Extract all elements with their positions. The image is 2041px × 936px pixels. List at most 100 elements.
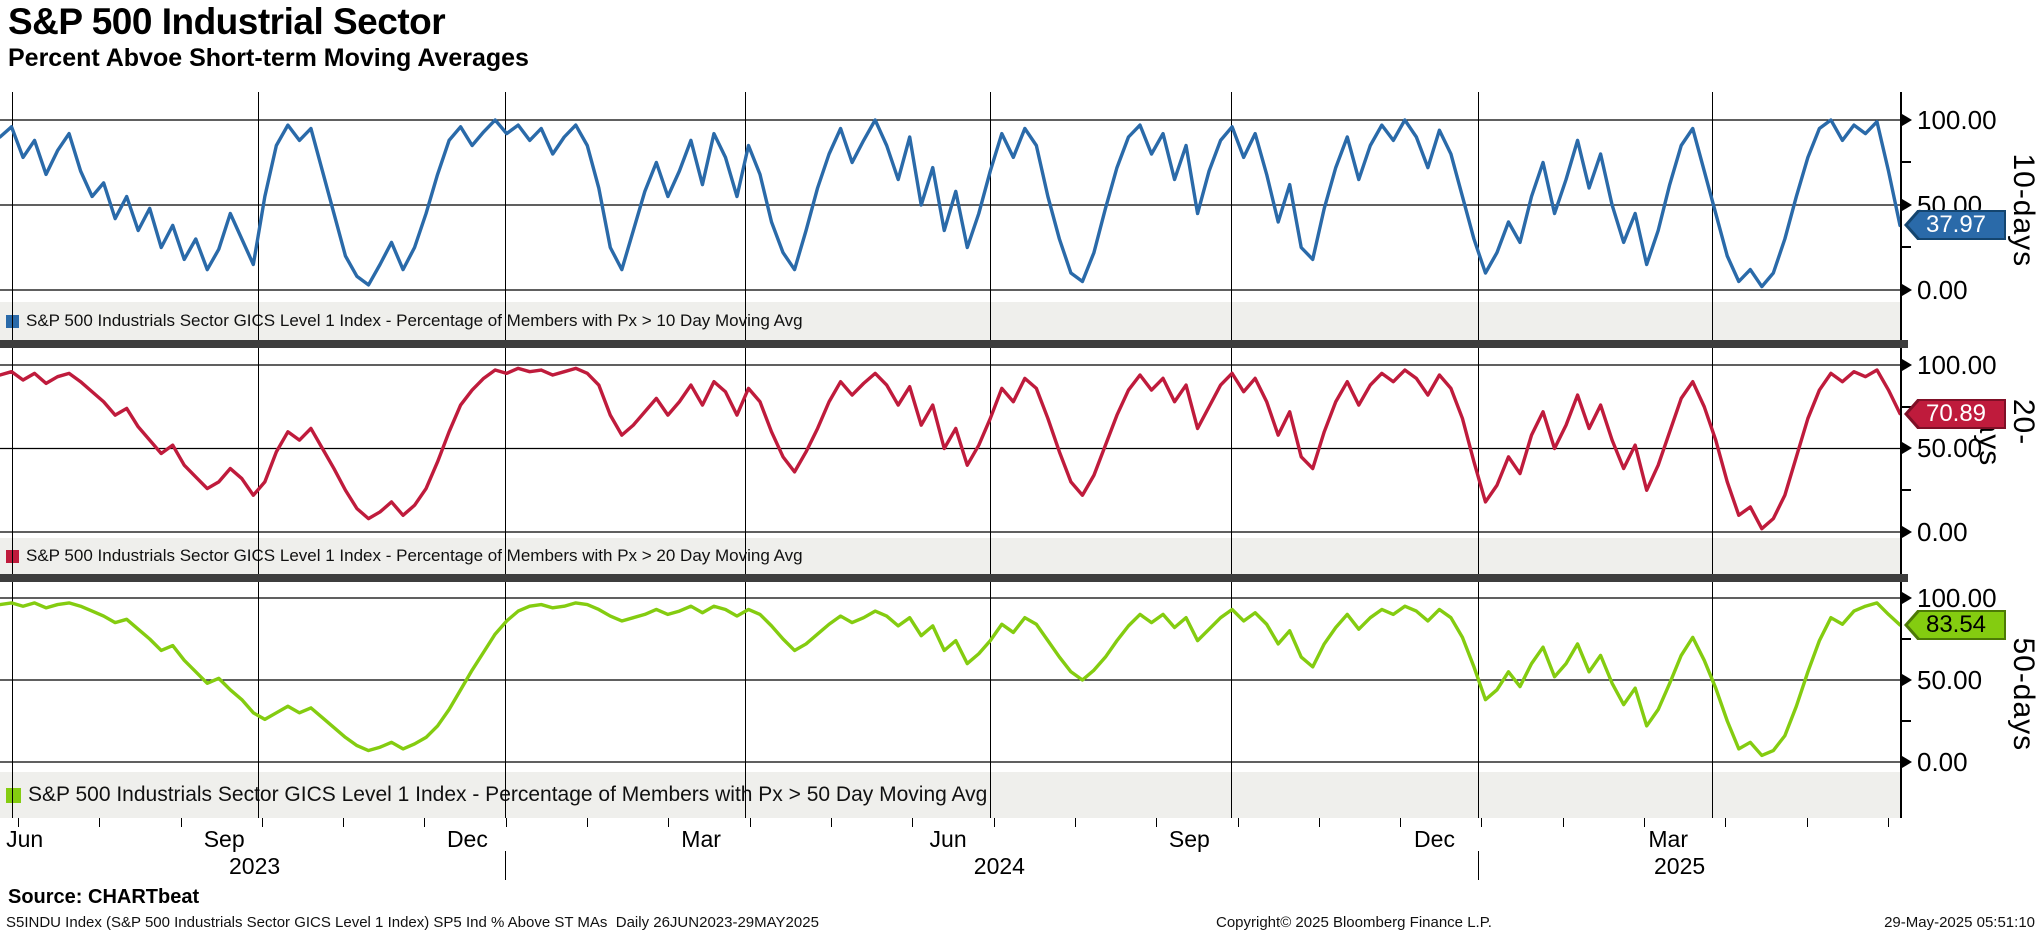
y-minor-tick: [1902, 720, 1911, 722]
legend-label-20-days: S&P 500 Industrials Sector GICS Level 1 …: [26, 546, 803, 565]
axis-arrow-icon: [1902, 442, 1912, 454]
panel-separator: [0, 574, 1908, 582]
vertical-gridline: [1711, 92, 1713, 340]
axis-arrow-icon: [1902, 284, 1912, 296]
left-spine: [12, 92, 13, 340]
legend-50-days: S&P 500 Industrials Sector GICS Level 1 …: [0, 772, 1900, 818]
x-tick: [99, 818, 101, 827]
x-tick: [1237, 818, 1239, 827]
last-value-badge-50-days: 83.54: [1904, 610, 2006, 640]
badge-value: 37.97: [1908, 212, 2004, 238]
y-minor-tick: [1902, 489, 1911, 491]
vertical-gridline: [505, 582, 507, 818]
y-minor-tick: [1902, 406, 1911, 408]
vertical-gridline: [1478, 582, 1480, 818]
x-tick: [180, 818, 182, 827]
vertical-gridline: [989, 582, 991, 818]
x-tick: [668, 818, 670, 827]
last-value-badge-10-days: 37.97: [1904, 210, 2006, 240]
y-tick-50: 50.00: [1917, 665, 1983, 695]
legend-20-days: S&P 500 Industrials Sector GICS Level 1 …: [0, 538, 1900, 574]
footer-bar: S5INDU Index (S&P 500 Industrials Sector…: [0, 912, 2041, 936]
y-minor-tick: [1902, 246, 1911, 248]
vertical-gridline: [1711, 348, 1713, 574]
y-minor-tick: [1902, 638, 1911, 640]
axis-arrow-icon: [1902, 114, 1912, 126]
x-tick: [1887, 818, 1889, 827]
vertical-gridline: [258, 92, 260, 340]
panel-side-label-10-days: 10-days: [2007, 153, 2040, 268]
source-label: Source: CHARTbeat: [8, 886, 200, 908]
axis-arrow-icon: [1902, 199, 1912, 211]
x-year-label: 2024: [973, 853, 1025, 879]
y-axis-20-days: 100.00 50.00 0.00 70.89 20-days: [1900, 348, 2041, 574]
x-tick: [831, 818, 832, 827]
axis-arrow-icon: [1902, 756, 1912, 768]
x-tick: [424, 818, 426, 827]
y-tick-0: 0.00: [1917, 275, 1968, 305]
year-divider: [505, 851, 507, 880]
vertical-gridline: [744, 582, 746, 818]
vertical-gridline: [505, 92, 507, 340]
y-axis-10-days: 100.00 50.00 0.00 37.97 10-days: [1900, 92, 2041, 340]
axis-arrow-icon: [1902, 592, 1912, 604]
x-year-label: 2023: [229, 853, 281, 879]
plot-area-10-days: S&P 500 Industrials Sector GICS Level 1 …: [0, 92, 1900, 340]
x-month-label: Dec: [1414, 826, 1455, 852]
vertical-gridline: [505, 348, 507, 574]
vertical-gridline: [989, 348, 991, 574]
vertical-gridline: [1231, 348, 1233, 574]
line-chart-20-days: [0, 348, 1900, 538]
panel-side-label-50-days: 50-days: [2007, 637, 2040, 752]
badge-value: 83.54: [1908, 612, 2004, 638]
y-tick-100: 100.00: [1917, 105, 1997, 135]
year-divider: [1478, 851, 1480, 880]
x-tick: [343, 818, 345, 827]
y-tick-50: 50.00: [1917, 433, 1983, 463]
vertical-gridline: [258, 348, 260, 574]
left-spine: [12, 348, 13, 574]
x-tick: [749, 818, 751, 827]
x-month-label: Jun: [6, 826, 44, 852]
legend-label-50-days: S&P 500 Industrials Sector GICS Level 1 …: [28, 783, 988, 806]
vertical-gridline: [1478, 92, 1480, 340]
y-axis-50-days: 100.00 50.00 0.00 83.54 50-days: [1900, 582, 2041, 818]
panel-20-days: S&P 500 Industrials Sector GICS Level 1 …: [0, 348, 2041, 574]
vertical-gridline: [744, 348, 746, 574]
panel-50-days: S&P 500 Industrials Sector GICS Level 1 …: [0, 582, 2041, 818]
x-tick: [1644, 818, 1645, 827]
x-tick: [1318, 818, 1320, 827]
axis-arrow-icon: [1902, 359, 1912, 371]
x-tick: [1806, 818, 1808, 827]
x-tick: [505, 818, 507, 827]
y-tick-0: 0.00: [1917, 517, 1968, 547]
panel-10-days: S&P 500 Industrials Sector GICS Level 1 …: [0, 92, 2041, 340]
x-month-label: Sep: [1168, 826, 1210, 852]
plot-area-20-days: S&P 500 Industrials Sector GICS Level 1 …: [0, 348, 1900, 574]
x-tick: [587, 818, 589, 827]
x-month-label: Mar: [681, 826, 721, 852]
axis-arrow-icon: [1902, 674, 1912, 686]
vertical-gridline: [1231, 92, 1233, 340]
line-chart-50-days: [0, 582, 1900, 772]
x-month-label: Mar: [1648, 826, 1688, 852]
last-value-badge-20-days: 70.89: [1904, 399, 2006, 429]
x-axis: Jun Sep Dec Mar Jun Sep Dec Mar 2023 202…: [0, 818, 1900, 882]
line-chart-10-days: [0, 92, 1900, 302]
legend-swatch-50-days: [6, 787, 21, 803]
x-tick: [17, 818, 19, 827]
footer-timestamp: 29-May-2025 05:51:10: [1884, 914, 2035, 931]
x-tick: [1074, 818, 1076, 827]
x-tick: [1156, 818, 1158, 827]
x-tick: [261, 818, 263, 827]
x-tick: [1400, 818, 1402, 827]
plot-area-50-days: S&P 500 Industrials Sector GICS Level 1 …: [0, 582, 1900, 818]
vertical-gridline: [989, 92, 991, 340]
y-minor-tick: [1902, 161, 1911, 163]
vertical-gridline: [1478, 348, 1480, 574]
x-month-label: Sep: [203, 826, 245, 852]
x-tick: [1725, 818, 1727, 827]
page-subtitle: Percent Abvoe Short-term Moving Averages: [8, 43, 529, 72]
x-tick: [993, 818, 995, 827]
